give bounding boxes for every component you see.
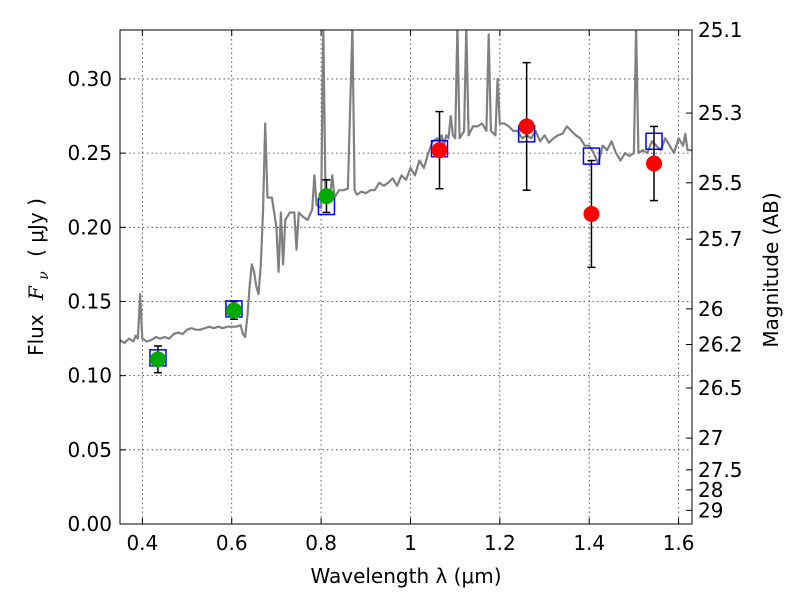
photometry-point [518, 118, 535, 135]
y-axis-label-subscript: ν [36, 271, 52, 280]
y2-tick-label: 26 [698, 297, 723, 321]
photometry-point [318, 188, 335, 205]
y2-tick-label: 27.5 [698, 458, 743, 482]
x-tick-label: 1.6 [663, 531, 695, 555]
y2-tick-label: 26.5 [698, 376, 743, 400]
spectrum-series [120, 30, 692, 345]
y-axis-label-symbol: F [24, 285, 48, 301]
x-tick-label: 0.4 [126, 531, 158, 555]
photometry-point [225, 302, 242, 319]
y2-tick-label: 27 [698, 426, 723, 450]
x-tick-label: 0.6 [216, 531, 248, 555]
photometry-point [149, 351, 166, 368]
y-tick-label: 0.25 [67, 141, 112, 165]
x-tick-label: 1.4 [573, 531, 605, 555]
spectrum-line [120, 30, 692, 345]
y-axis-label: Flux F ν ( μJy ) [24, 198, 53, 356]
y-tick-label: 0.30 [67, 67, 112, 91]
x-axis-label: Wavelength λ (μm) [310, 564, 501, 588]
y2-tick-label: 26.2 [698, 332, 743, 356]
y-tick-label: 0.15 [67, 289, 112, 313]
y2-tick-label: 25.5 [698, 171, 743, 195]
y2-tick-label: 29 [698, 498, 723, 522]
y-tick-label: 0.10 [67, 364, 112, 388]
photometry-point [646, 155, 663, 172]
y-axis-ticks: 0.00 0.05 0.10 0.15 0.20 0.25 0.30 [67, 67, 126, 536]
photometry-point [431, 142, 448, 159]
x-tick-label: 1.2 [484, 531, 516, 555]
y2-axis-label: Magnitude (AB) [759, 192, 783, 347]
y-tick-label: 0.20 [67, 215, 112, 239]
y2-tick-label: 25.1 [698, 18, 743, 42]
y-axis-label-unit: ( μJy ) [24, 198, 48, 257]
photometry-markers [149, 61, 663, 374]
y-tick-label: 0.00 [67, 512, 112, 536]
y-tick-label: 0.05 [67, 438, 112, 462]
x-tick-label: 1 [404, 531, 417, 555]
x-tick-label: 0.8 [305, 531, 337, 555]
y2-tick-label: 25.7 [698, 227, 743, 251]
y2-tick-label: 25.3 [698, 101, 743, 125]
photometry-point [583, 205, 600, 222]
plot-frame [119, 29, 693, 525]
y2-tick-label: 28 [698, 478, 723, 502]
x-axis-ticks: 0.4 0.6 0.8 1 1.2 1.4 1.6 [126, 30, 695, 555]
y-axis-label-prefix: Flux [24, 314, 48, 356]
grid-lines [120, 30, 692, 525]
